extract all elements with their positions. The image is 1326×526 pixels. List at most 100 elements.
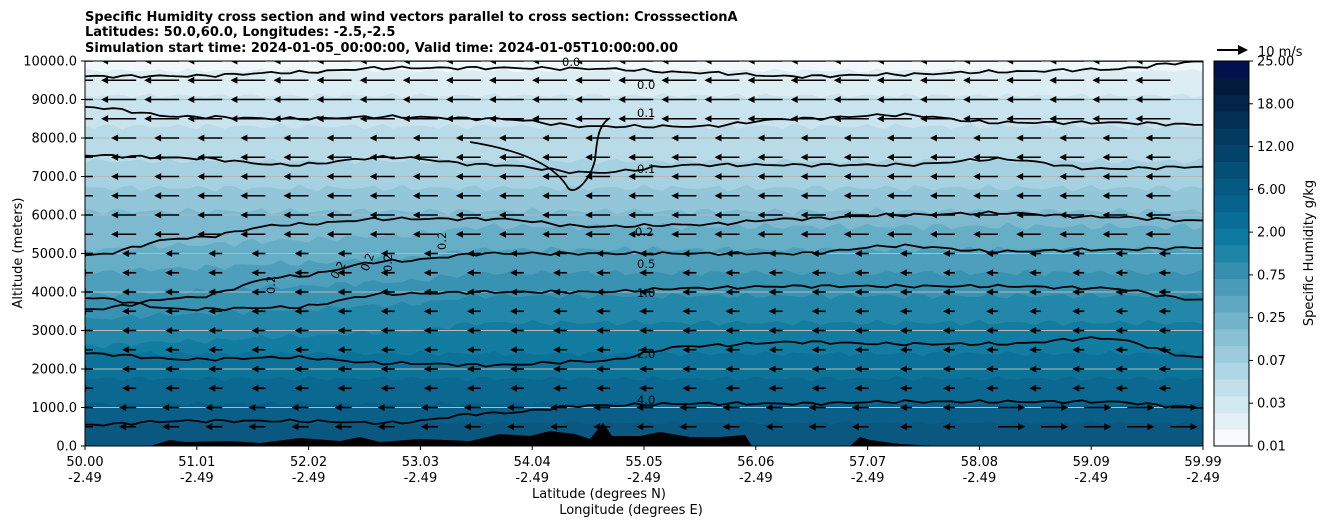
wind-vector-head-272 [585, 230, 593, 238]
wind-vector-head-222 [682, 269, 690, 277]
y-tick-label-8: 8000.0 [32, 132, 78, 147]
wind-vector-head-392 [154, 134, 162, 142]
wind-vector-head-478 [489, 76, 496, 84]
colorbar-tick-label-0: 0.01 [1257, 440, 1286, 455]
wind-vector-head-149 [899, 327, 907, 334]
wind-vector-head-438 [1006, 115, 1014, 123]
wind-vector-head-261 [111, 230, 119, 238]
wind-vector-head-13 [636, 423, 644, 431]
x-tick-lat-2: 52.02 [290, 455, 327, 470]
wind-vector-head-126 [1029, 346, 1037, 354]
wind-vector-head-352 [671, 173, 679, 180]
wind-vector-head-69 [811, 384, 819, 392]
wind-vector-head-396 [326, 134, 334, 142]
wind-vector-head-402 [585, 134, 593, 142]
wind-vector-head-344 [326, 173, 334, 180]
x-tick-lon-8: -2.49 [963, 471, 997, 486]
wind-vector-head-61 [466, 384, 474, 392]
wind-vector-head-200 [854, 288, 862, 296]
wind-vector-head-218 [510, 269, 517, 277]
wind-vector-head-508 [661, 61, 669, 65]
wind-vector-head-141 [553, 327, 561, 334]
wind-vector-head-193 [553, 288, 561, 296]
wind-vector-head-66 [682, 384, 690, 392]
wind-vector-head-62 [510, 384, 517, 392]
wind-vector-head-280 [930, 230, 937, 238]
wind-vector-head-296 [499, 211, 506, 219]
wind-vector-head-274 [671, 230, 679, 238]
wind-vector-head-476 [402, 76, 410, 84]
wind-vector-head-74 [1029, 384, 1037, 392]
wind-vector-head-239 [294, 250, 302, 257]
wind-vector-head-205 [1072, 288, 1080, 296]
wind-vector-head-6 [334, 423, 342, 431]
wind-vector-head-206 [1115, 288, 1123, 296]
wind-vector-head-477 [445, 76, 453, 84]
wind-vector-head-394 [240, 134, 248, 142]
wind-vector-head-351 [628, 173, 636, 180]
wind-vector-head-112 [423, 346, 431, 354]
wind-vector-head-500 [316, 61, 324, 65]
x-tick-lat-6: 56.06 [737, 455, 774, 470]
colorbar-segment-17 [1214, 144, 1249, 162]
wind-vector-head-188 [337, 288, 345, 296]
chart-title-line-1: Specific Humidity cross section and wind… [85, 10, 738, 25]
wind-vector-head-113 [466, 346, 474, 354]
wind-vector-head-293 [369, 211, 377, 219]
wind-vector-head-189 [380, 288, 388, 296]
wind-vector-head-325 [628, 192, 636, 200]
wind-vector-head-484 [747, 76, 755, 84]
wind-vector-head-332 [930, 192, 937, 200]
y-tick-label-1: 1000.0 [32, 401, 78, 416]
wind-vector-head-73 [986, 384, 994, 392]
wind-vector-head-94 [768, 365, 776, 373]
wind-vector-head-497 [187, 61, 195, 65]
wind-vector-head-47 [1018, 404, 1026, 411]
wind-vector-head-29 [205, 404, 213, 411]
colorbar-segment-16 [1214, 161, 1249, 179]
wind-vector-head-117 [639, 346, 647, 354]
wind-vector-head-231 [1072, 269, 1080, 277]
wind-vector-head-257 [1072, 250, 1080, 257]
wind-vector-head-437 [963, 115, 971, 123]
wind-vector-head-226 [854, 269, 862, 277]
wind-vector-head-374 [499, 153, 506, 161]
wind-vector-head-58 [337, 384, 345, 392]
wind-vector-head-85 [380, 365, 388, 373]
wind-vector-head-102 [1115, 365, 1123, 373]
contour-label-4-0: 4.0 [637, 393, 655, 407]
wind-vector-head-287 [111, 211, 119, 219]
wind-vector-head-379 [714, 153, 722, 161]
wind-vector-head-312 [68, 192, 75, 199]
wind-vector-head-505 [532, 61, 540, 65]
wind-vector-head-435 [876, 115, 884, 123]
wind-vector-head-485 [790, 76, 798, 84]
wind-vector-head-88 [510, 365, 517, 373]
wind-vector-head-306 [930, 211, 937, 219]
wind-vector-head-169 [639, 307, 647, 315]
wind-vector-head-96 [854, 365, 862, 373]
wind-vector-head-365 [111, 153, 119, 161]
wind-vector-head-137 [380, 327, 388, 334]
wind-vector-head-199 [811, 288, 819, 296]
x-tick-lon-10: -2.49 [1186, 471, 1220, 486]
wind-vector-head-45 [899, 404, 907, 411]
colorbar-segment-20 [1214, 94, 1249, 112]
wind-vector-head-468 [58, 77, 65, 84]
wind-vector-head-317 [283, 192, 291, 200]
wind-vector-head-516 [1006, 61, 1014, 65]
wind-vector-head-427 [532, 115, 540, 123]
wind-vector-head-301 [714, 211, 722, 219]
x-axis-label-longitude: Longitude (degrees E) [559, 503, 703, 518]
x-tick-lat-7: 57.07 [849, 455, 886, 470]
wind-vector-head-433 [790, 115, 798, 123]
x-tick-lat-0: 50.00 [66, 455, 103, 470]
wind-vector-head-297 [542, 211, 550, 219]
x-tick-lat-9: 59.09 [1073, 455, 1110, 470]
y-tick-label-9: 9000.0 [32, 93, 78, 108]
wind-vector-head-89 [553, 365, 561, 373]
wind-vector-head-311 [1145, 211, 1153, 219]
x-axis-label-latitude: Latitude (degrees N) [532, 487, 666, 502]
wind-vector-head-366 [154, 153, 162, 161]
wind-vector-head-510 [747, 61, 755, 65]
